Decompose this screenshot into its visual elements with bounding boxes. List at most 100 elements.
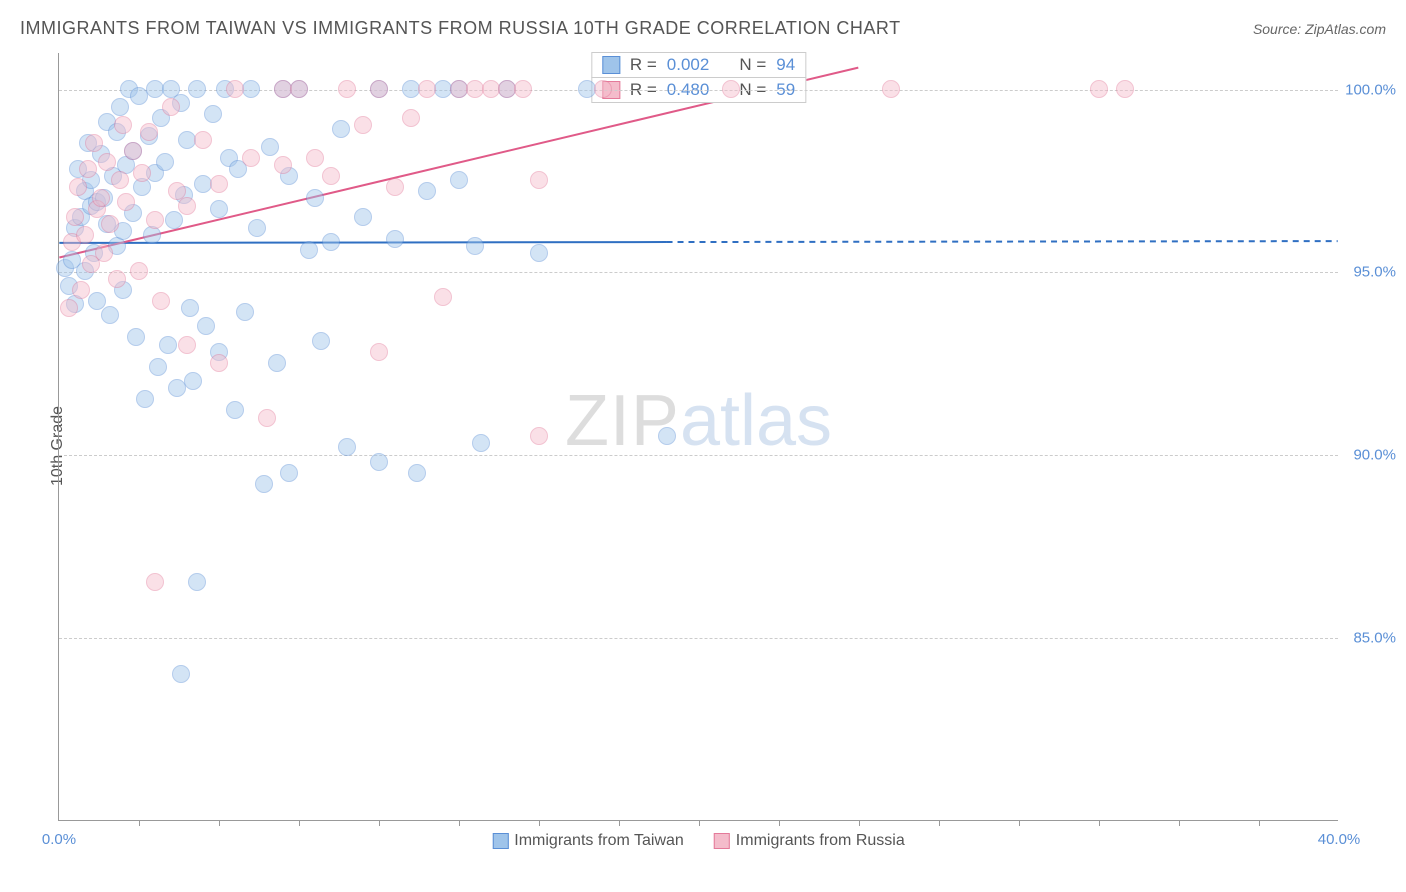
scatter-point-taiwan xyxy=(127,328,145,346)
scatter-point-taiwan xyxy=(181,299,199,317)
scatter-point-russia xyxy=(124,142,142,160)
scatter-point-taiwan xyxy=(312,332,330,350)
scatter-point-taiwan xyxy=(255,475,273,493)
legend-label: Immigrants from Taiwan xyxy=(514,832,684,850)
swatch-taiwan-icon xyxy=(602,56,620,74)
scatter-point-russia xyxy=(290,80,308,98)
x-tick xyxy=(779,820,780,826)
scatter-point-russia xyxy=(322,167,340,185)
scatter-point-taiwan xyxy=(658,427,676,445)
legend-item-russia: Immigrants from Russia xyxy=(714,832,905,850)
x-tick xyxy=(139,820,140,826)
scatter-point-russia xyxy=(140,123,158,141)
x-tick-label: 0.0% xyxy=(42,831,76,848)
x-tick xyxy=(459,820,460,826)
scatter-point-taiwan xyxy=(386,230,404,248)
x-tick xyxy=(699,820,700,826)
scatter-point-russia xyxy=(117,193,135,211)
legend-label: Immigrants from Russia xyxy=(736,832,905,850)
chart-title: IMMIGRANTS FROM TAIWAN VS IMMIGRANTS FRO… xyxy=(20,18,901,39)
x-tick xyxy=(859,820,860,826)
scatter-point-russia xyxy=(76,226,94,244)
scatter-point-russia xyxy=(85,134,103,152)
stats-row-taiwan: R =0.002N =94 xyxy=(591,52,806,78)
scatter-point-russia xyxy=(114,116,132,134)
scatter-point-taiwan xyxy=(188,573,206,591)
stats-legend: R =0.002N =94R =0.480N =59 xyxy=(591,53,806,103)
scatter-point-russia xyxy=(95,244,113,262)
scatter-point-russia xyxy=(722,80,740,98)
scatter-point-taiwan xyxy=(184,372,202,390)
scatter-point-taiwan xyxy=(188,80,206,98)
scatter-point-taiwan xyxy=(354,208,372,226)
scatter-point-taiwan xyxy=(322,233,340,251)
scatter-point-russia xyxy=(370,343,388,361)
scatter-point-russia xyxy=(66,208,84,226)
scatter-point-taiwan xyxy=(197,317,215,335)
trend-line-dashed-taiwan xyxy=(667,241,1338,242)
scatter-point-russia xyxy=(133,164,151,182)
scatter-point-taiwan xyxy=(466,237,484,255)
source-label: Source: ZipAtlas.com xyxy=(1253,21,1386,37)
gridline xyxy=(59,272,1338,273)
scatter-point-russia xyxy=(386,178,404,196)
x-tick xyxy=(1099,820,1100,826)
scatter-point-russia xyxy=(594,80,612,98)
x-tick-label: 40.0% xyxy=(1318,831,1361,848)
x-tick xyxy=(379,820,380,826)
y-tick-label: 85.0% xyxy=(1344,630,1396,647)
scatter-point-russia xyxy=(178,197,196,215)
stat-r-value: 0.002 xyxy=(667,55,710,75)
trend-lines xyxy=(59,53,1338,820)
scatter-point-russia xyxy=(111,171,129,189)
scatter-point-taiwan xyxy=(280,464,298,482)
scatter-point-russia xyxy=(210,175,228,193)
scatter-point-russia xyxy=(60,299,78,317)
scatter-point-russia xyxy=(108,270,126,288)
scatter-point-russia xyxy=(69,178,87,196)
scatter-point-taiwan xyxy=(226,401,244,419)
scatter-point-taiwan xyxy=(210,200,228,218)
x-tick xyxy=(219,820,220,826)
scatter-point-taiwan xyxy=(242,80,260,98)
scatter-point-russia xyxy=(162,98,180,116)
scatter-plot: ZIPatlas R =0.002N =94R =0.480N =59 Immi… xyxy=(58,53,1338,821)
scatter-point-russia xyxy=(370,80,388,98)
scatter-point-taiwan xyxy=(136,390,154,408)
scatter-point-taiwan xyxy=(408,464,426,482)
scatter-point-russia xyxy=(306,149,324,167)
scatter-point-taiwan xyxy=(204,105,222,123)
scatter-point-taiwan xyxy=(88,292,106,310)
scatter-point-taiwan xyxy=(261,138,279,156)
scatter-point-taiwan xyxy=(370,453,388,471)
scatter-point-russia xyxy=(152,292,170,310)
x-tick xyxy=(299,820,300,826)
scatter-point-taiwan xyxy=(418,182,436,200)
scatter-point-russia xyxy=(402,109,420,127)
y-tick-label: 90.0% xyxy=(1344,447,1396,464)
scatter-point-taiwan xyxy=(338,438,356,456)
y-tick-label: 100.0% xyxy=(1344,81,1396,98)
x-tick xyxy=(539,820,540,826)
scatter-point-russia xyxy=(434,288,452,306)
scatter-point-russia xyxy=(418,80,436,98)
scatter-point-russia xyxy=(92,189,110,207)
scatter-point-russia xyxy=(146,573,164,591)
scatter-point-taiwan xyxy=(236,303,254,321)
series-legend: Immigrants from Taiwan Immigrants from Ru… xyxy=(492,832,904,850)
x-tick xyxy=(1259,820,1260,826)
legend-item-taiwan: Immigrants from Taiwan xyxy=(492,832,684,850)
scatter-point-taiwan xyxy=(101,306,119,324)
scatter-point-taiwan xyxy=(172,665,190,683)
scatter-point-taiwan xyxy=(332,120,350,138)
scatter-point-taiwan xyxy=(248,219,266,237)
scatter-point-russia xyxy=(338,80,356,98)
scatter-point-russia xyxy=(882,80,900,98)
stat-n-value: 94 xyxy=(776,55,795,75)
stat-n-label: N = xyxy=(739,55,766,75)
scatter-point-russia xyxy=(530,171,548,189)
x-tick xyxy=(1019,820,1020,826)
scatter-point-taiwan xyxy=(149,358,167,376)
scatter-point-taiwan xyxy=(450,171,468,189)
scatter-point-russia xyxy=(514,80,532,98)
